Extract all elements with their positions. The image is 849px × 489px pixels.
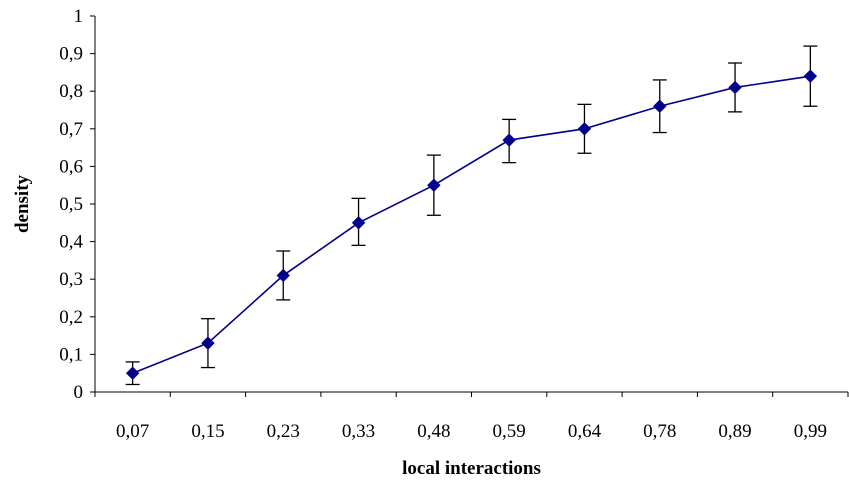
x-tick-label: 0,33 [342, 421, 375, 442]
data-point [351, 216, 366, 230]
x-tick-label: 0,89 [718, 421, 751, 442]
y-tick-label: 0,9 [59, 44, 83, 65]
x-tick-label: 0,48 [417, 421, 450, 442]
y-tick-label: 0 [74, 382, 84, 403]
x-tick-label: 0,64 [568, 421, 602, 442]
data-point [125, 366, 140, 380]
x-axis-title: local interactions [402, 458, 541, 479]
y-tick-label: 0,3 [59, 269, 83, 290]
axes [90, 15, 849, 397]
y-tick-label: 0,6 [59, 156, 83, 177]
y-tick-label: 0,1 [59, 344, 83, 365]
x-tick-label: 0,78 [643, 421, 676, 442]
x-tick-label: 0,99 [794, 421, 827, 442]
y-tick-label: 0,8 [59, 81, 83, 102]
y-tick-label: 0,5 [59, 194, 83, 215]
data-point [502, 133, 516, 147]
data-point [728, 80, 742, 95]
y-tick-label: 0,2 [59, 307, 83, 328]
error-bars [125, 45, 818, 386]
y-tick-labels: 0 0,1 0,2 0,3 0,4 0,5 0,6 0,7 0,8 0,9 1 [59, 6, 83, 403]
x-tick-label: 0,23 [267, 421, 300, 442]
y-tick-label: 1 [74, 6, 84, 27]
series-line-layer [132, 75, 811, 374]
data-point [201, 336, 215, 350]
data-point [276, 268, 290, 283]
data-points [125, 69, 818, 380]
data-point [803, 69, 818, 83]
series-line [132, 75, 811, 374]
y-tick-label: 0,7 [59, 119, 83, 140]
x-tick-label: 0,07 [116, 421, 149, 442]
x-tick-label: 0,59 [493, 421, 526, 442]
y-tick-label: 0,4 [59, 232, 83, 253]
data-point [653, 99, 667, 113]
x-tick-labels: 0,07 0,15 0,23 0,33 0,48 0,59 0,64 0,78 0,89 0,99 [116, 421, 827, 442]
y-axis-title: density [12, 174, 33, 233]
data-point [427, 178, 441, 192]
data-point [577, 122, 592, 136]
x-tick-label: 0,15 [191, 421, 224, 442]
